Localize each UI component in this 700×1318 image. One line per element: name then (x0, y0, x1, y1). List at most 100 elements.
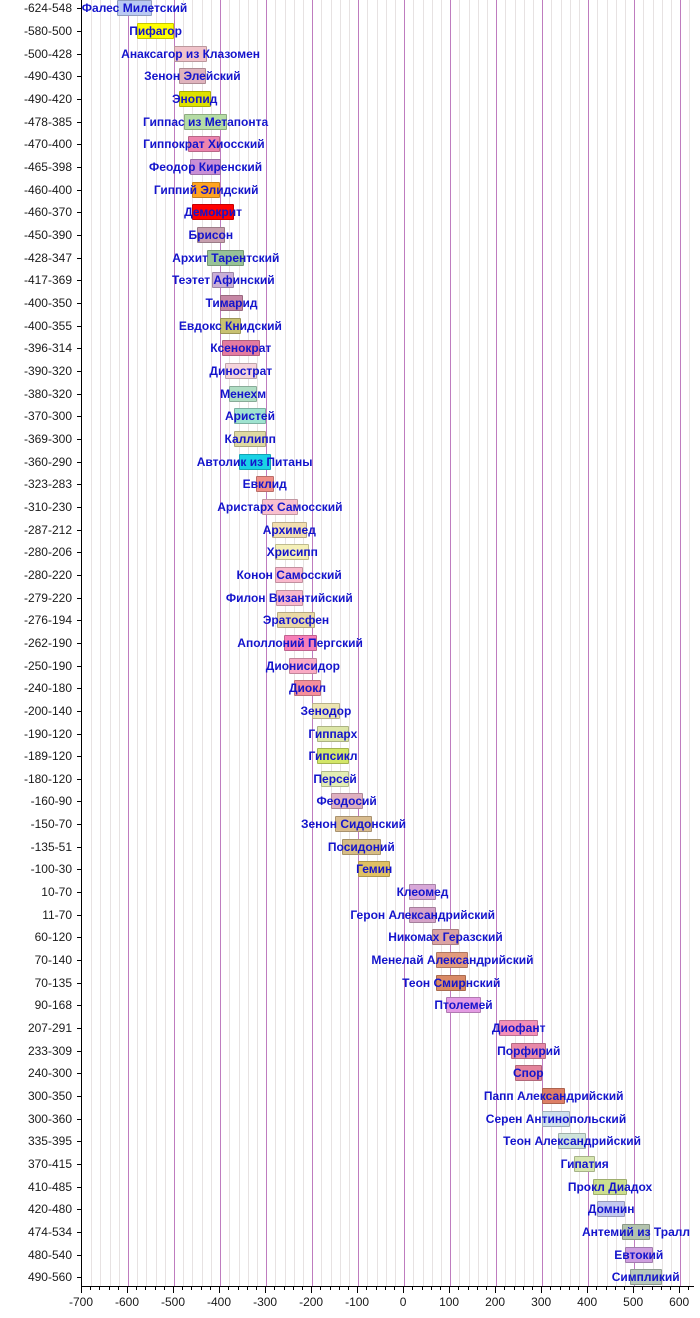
gridline-minor (247, 0, 249, 1286)
person-label: Хрисипп (266, 545, 318, 560)
gridline-minor (339, 0, 341, 1286)
person-label: Серен Антинопольский (485, 1111, 627, 1126)
life-span-label: 410-485 (27, 1179, 72, 1194)
x-tick (320, 1287, 322, 1290)
y-tick (77, 1141, 81, 1143)
gridline-minor (597, 0, 599, 1286)
y-tick (77, 348, 81, 350)
y-tick (77, 960, 81, 962)
gridline-minor (643, 0, 645, 1286)
person-label: Зенон Элейский (144, 69, 241, 84)
life-span-label: 233-309 (27, 1043, 72, 1058)
timeline-bar (221, 340, 260, 357)
person-label: Антемий из Тралл (581, 1225, 691, 1239)
life-span-label: -369-300 (23, 431, 72, 446)
gridline-minor (100, 0, 102, 1286)
y-tick (77, 801, 81, 803)
life-span-label: 300-350 (27, 1089, 72, 1103)
x-tick (219, 1287, 220, 1293)
life-span-label: -190-120 (23, 726, 72, 741)
x-tick (679, 1287, 681, 1293)
timeline-bar (207, 249, 245, 266)
gridline-minor (431, 0, 433, 1286)
gridline-minor (440, 0, 442, 1286)
timeline-bar (592, 1178, 628, 1195)
gridline-major (128, 0, 129, 1286)
y-tick (77, 416, 81, 418)
x-tick (559, 1287, 561, 1290)
gridline-minor (532, 0, 534, 1286)
y-tick (77, 642, 81, 644)
y-tick (77, 982, 81, 984)
life-span-label: -428-347 (23, 250, 72, 265)
timeline-bar (137, 23, 174, 39)
gridline-major (266, 0, 268, 1286)
x-tick-label: -200 (299, 1295, 324, 1309)
timeline-bar (255, 476, 274, 493)
y-tick (77, 280, 81, 282)
gridline-minor (689, 0, 691, 1286)
life-span-label: 490-560 (27, 1270, 72, 1285)
timeline-bar (184, 113, 227, 130)
gridline-minor (394, 0, 396, 1286)
x-tick (393, 1287, 395, 1290)
timeline-bar (293, 680, 322, 697)
gridline-minor (671, 0, 672, 1286)
life-span-label: -460-400 (23, 182, 72, 197)
gridline-minor (164, 0, 166, 1286)
gridline-major (542, 0, 544, 1286)
timeline-bar (233, 408, 266, 425)
timeline-bar (275, 544, 310, 561)
person-label: Зенодор (300, 703, 352, 718)
x-tick (522, 1287, 524, 1290)
y-tick (77, 552, 81, 554)
life-span-label: -279-220 (23, 590, 72, 605)
y-tick (77, 529, 81, 531)
person-label: Каллипп (224, 431, 276, 446)
timeline-bar (431, 929, 460, 946)
person-label: Феодор Киренский (149, 160, 263, 174)
gridline-major (404, 0, 406, 1286)
gridline-minor (109, 0, 111, 1286)
life-span-label: 207-291 (27, 1021, 72, 1035)
gridline-minor (229, 0, 231, 1286)
person-label: Анаксагор из Клазомен (121, 46, 261, 61)
life-span-label: 335-395 (27, 1134, 72, 1149)
person-label: Ксенократ (210, 341, 272, 356)
x-tick (578, 1287, 579, 1290)
life-span-label: -250-190 (23, 658, 72, 673)
person-label: Никомах Геразский (388, 930, 503, 945)
gridline-minor (477, 0, 479, 1286)
timeline-bar (190, 159, 221, 175)
life-span-label: -280-206 (23, 545, 72, 560)
x-tick (504, 1287, 506, 1290)
x-tick (108, 1287, 110, 1290)
timeline-bar (316, 725, 349, 742)
x-tick (550, 1287, 552, 1290)
x-tick-label: 0 (399, 1295, 407, 1309)
life-span-label: -478-385 (23, 114, 72, 129)
person-label: Эратосфен (262, 613, 330, 628)
person-label: Автолик из Питаны (196, 454, 313, 469)
person-label: Энопид (172, 92, 218, 106)
life-span-label: -240-180 (23, 681, 72, 696)
timeline-bar (277, 612, 315, 629)
gridline-major (174, 0, 175, 1286)
person-label: Аристарх Самосский (217, 499, 343, 514)
person-label: Теон Александрийский (503, 1134, 642, 1149)
timeline-bar (197, 226, 225, 243)
person-label: Герон Александрийский (350, 907, 496, 922)
gridline-minor (606, 0, 608, 1286)
gridline-major (634, 0, 636, 1286)
x-tick (660, 1287, 662, 1290)
gridline-major (220, 0, 221, 1286)
y-tick (77, 688, 81, 690)
x-tick (81, 1287, 82, 1293)
life-span-label: -200-140 (23, 703, 72, 718)
life-span-label: -323-283 (23, 477, 72, 492)
timeline-bar (542, 1110, 570, 1127)
y-tick (77, 1073, 81, 1075)
person-label: Гиппократ Хиосский (143, 137, 265, 152)
life-span-label: -417-369 (23, 273, 72, 288)
life-span-label: -396-314 (23, 341, 72, 356)
